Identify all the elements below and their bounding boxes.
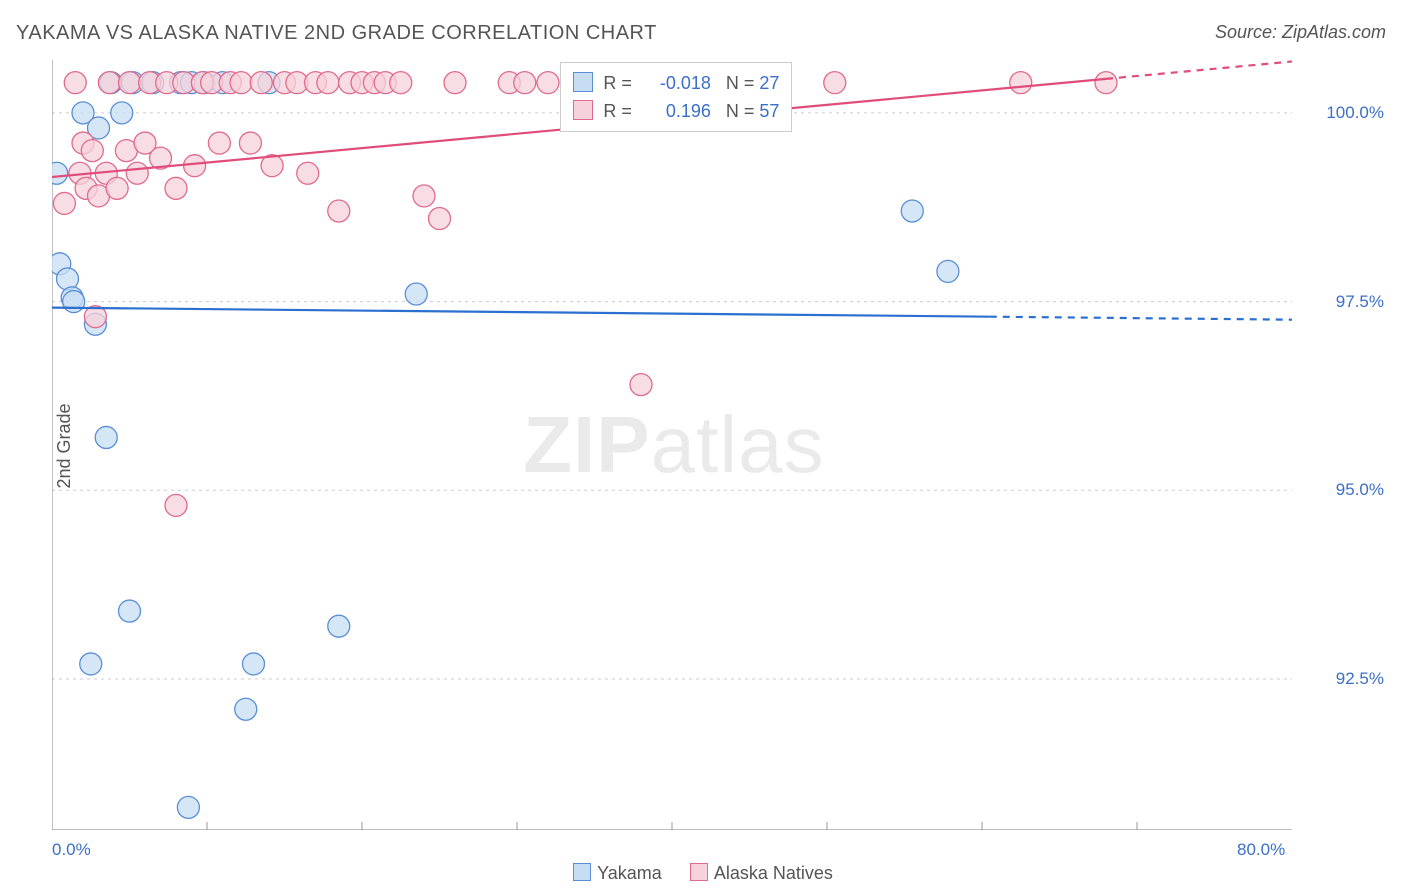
- y-tick-label: 92.5%: [1336, 669, 1384, 689]
- legend-row: R = 0.196 N = 57: [573, 97, 779, 125]
- legend-row: R = -0.018 N = 27: [573, 69, 779, 97]
- y-tick-label: 100.0%: [1326, 103, 1384, 123]
- scatter-plot: ZIPatlas R = -0.018 N = 27R = 0.196 N = …: [52, 60, 1292, 830]
- legend-item: Alaska Natives: [690, 863, 833, 883]
- y-tick-label: 95.0%: [1336, 480, 1384, 500]
- source-attribution: Source: ZipAtlas.com: [1215, 22, 1386, 43]
- correlation-legend: R = -0.018 N = 27R = 0.196 N = 57: [560, 62, 792, 132]
- x-tick-label: 80.0%: [1237, 840, 1285, 860]
- series-legend: Yakama Alaska Natives: [0, 863, 1406, 884]
- x-tick-label: 0.0%: [52, 840, 91, 860]
- plot-svg: [52, 60, 1292, 830]
- legend-item: Yakama: [573, 863, 662, 883]
- chart-title: YAKAMA VS ALASKA NATIVE 2ND GRADE CORREL…: [16, 22, 657, 45]
- y-tick-label: 97.5%: [1336, 292, 1384, 312]
